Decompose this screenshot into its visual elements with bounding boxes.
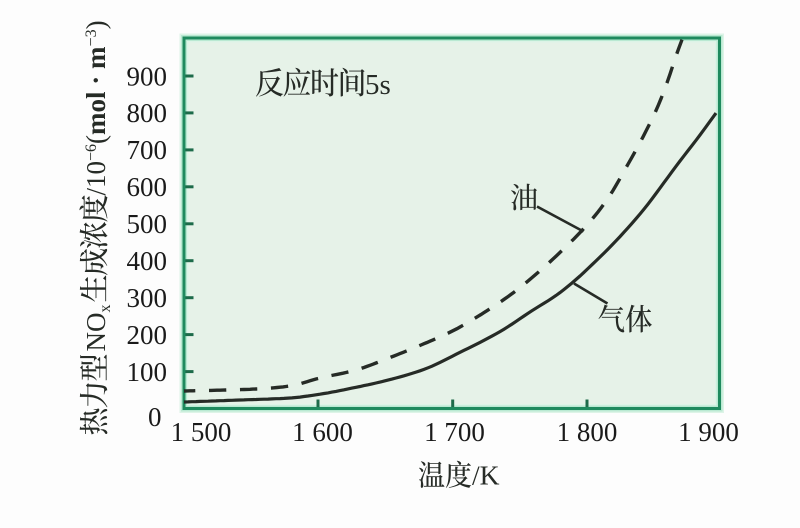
svg-text:1 900: 1 900 bbox=[678, 417, 739, 447]
svg-text:700: 700 bbox=[127, 135, 168, 165]
svg-text:500: 500 bbox=[127, 209, 168, 239]
svg-text:0: 0 bbox=[148, 402, 162, 432]
svg-text:100: 100 bbox=[127, 357, 168, 387]
svg-text:800: 800 bbox=[127, 98, 168, 128]
svg-text:5s: 5s bbox=[365, 69, 391, 101]
svg-text:200: 200 bbox=[127, 320, 168, 350]
svg-text:400: 400 bbox=[127, 246, 168, 276]
svg-text:/10−6(mol · m−3): /10−6(mol · m−3) bbox=[81, 20, 111, 195]
svg-text:600: 600 bbox=[127, 172, 168, 202]
svg-text:900: 900 bbox=[127, 61, 168, 91]
svg-text:1 700: 1 700 bbox=[424, 417, 485, 447]
svg-text:1 500: 1 500 bbox=[171, 417, 232, 447]
svg-text:1 600: 1 600 bbox=[292, 417, 353, 447]
svg-text:300: 300 bbox=[127, 283, 168, 313]
svg-text:1 800: 1 800 bbox=[557, 417, 618, 447]
svg-text:/K: /K bbox=[472, 460, 500, 491]
